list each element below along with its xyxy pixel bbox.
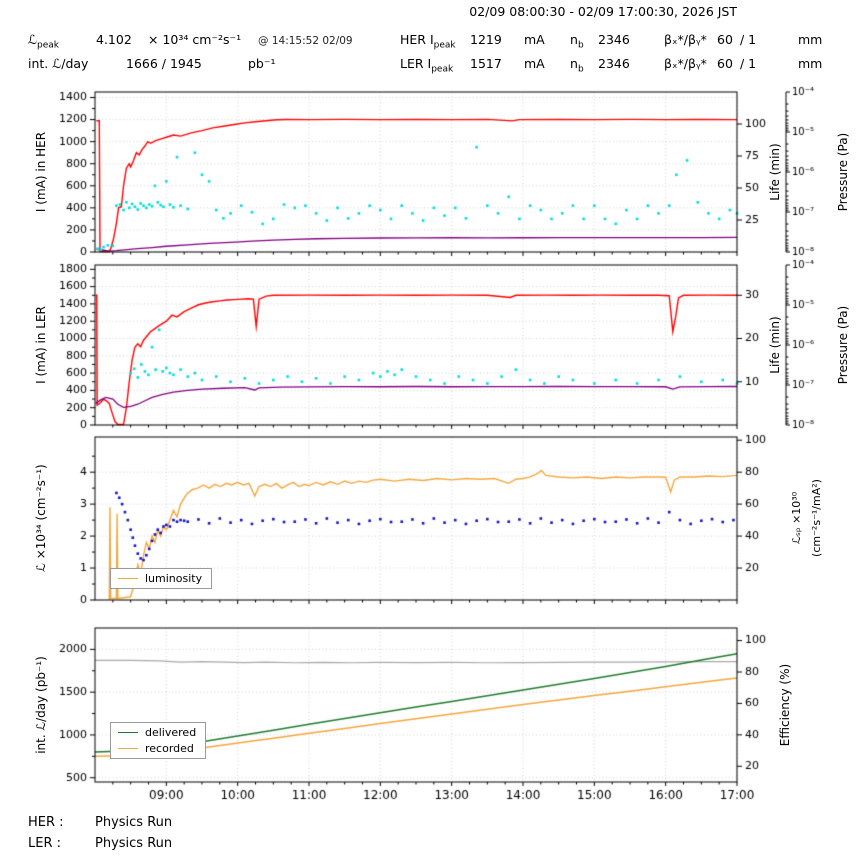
- ler-beta-value: 60: [717, 56, 733, 71]
- specific-lumi-axis-label-line1: ℒₛₚ ×10³⁰: [790, 491, 803, 545]
- ler-beta-label: βₓ*/βᵧ*: [664, 56, 707, 71]
- ler-ipeak-value: 1517: [470, 56, 502, 71]
- date-range-title: 02/09 08:00:30 - 02/09 17:00:30, 2026 JS…: [469, 4, 737, 19]
- ler-ring-label: LER I: [400, 56, 432, 71]
- her-ipeak-subscript: peak: [433, 40, 456, 51]
- her-nb-subscript: b: [577, 40, 584, 51]
- ler-nb-value: 2346: [598, 56, 630, 71]
- delivered-legend-label: delivered: [145, 726, 197, 739]
- intl-value: 1666 / 1945: [126, 56, 202, 71]
- ler-ipeak-units: mA: [524, 56, 545, 71]
- her-current-axis-label: I (mA) in HER: [34, 131, 48, 213]
- intl-label: int. ℒ/day: [28, 56, 89, 71]
- ler-ipeak-subscript: peak: [431, 64, 454, 75]
- recorded-line-swatch: [118, 748, 138, 749]
- her-beta-sep: / 1: [740, 32, 757, 47]
- ler-status-label: LER :: [28, 836, 62, 851]
- legend-item-luminosity: luminosity: [118, 572, 202, 585]
- luminosity-axis-label: ℒ ×10³⁴ (cm⁻²s⁻¹): [34, 464, 48, 572]
- recorded-legend-label: recorded: [145, 742, 194, 755]
- delivered-line-swatch: [118, 732, 138, 733]
- legend-item-delivered: delivered: [118, 726, 196, 739]
- integrated-lumi-legend: delivered recorded: [110, 722, 207, 759]
- her-beta-value: 60: [717, 32, 733, 47]
- ler-beta-sep: / 1: [740, 56, 757, 71]
- ler-status-value: Physics Run: [95, 836, 173, 851]
- lpeak-value: 4.102: [96, 32, 132, 47]
- lpeak-units: × 10³⁴ cm⁻²s⁻¹: [148, 32, 242, 47]
- legend-item-recorded: recorded: [118, 742, 196, 755]
- ler-ipeak-label: LER Ipeak: [400, 56, 453, 75]
- her-status-value: Physics Run: [95, 815, 173, 830]
- lpeak-subscript: peak: [37, 40, 59, 51]
- intl-units: pb⁻¹: [248, 56, 276, 71]
- her-ring-label: HER I: [400, 32, 434, 47]
- luminosity-legend: luminosity: [110, 568, 213, 589]
- her-nb-label: nb: [570, 32, 584, 51]
- lpeak-symbol: ℒ: [28, 32, 38, 47]
- ler-nb-subscript: b: [577, 64, 584, 75]
- her-beta-label: βₓ*/βᵧ*: [664, 32, 707, 47]
- specific-lumi-axis-label-line2: (cm⁻²s⁻¹/mA²): [810, 479, 823, 557]
- her-nb-value: 2346: [598, 32, 630, 47]
- ler-pressure-axis-label: Pressure (Pa): [836, 305, 850, 385]
- efficiency-axis-label: Efficiency (%): [778, 663, 792, 747]
- her-ipeak-value: 1219: [470, 32, 502, 47]
- her-pressure-axis-label: Pressure (Pa): [836, 132, 850, 212]
- ler-beta-units: mm: [798, 56, 823, 71]
- lpeak-timestamp: @ 14:15:52 02/09: [258, 35, 353, 47]
- her-life-axis-label: Life (min): [768, 143, 782, 201]
- integrated-lumi-axis-label: int. ℒ/day (pb⁻¹): [34, 656, 48, 754]
- ler-life-axis-label: Life (min): [768, 316, 782, 374]
- ler-current-axis-label: I (mA) in LER: [34, 306, 48, 384]
- her-ipeak-units: mA: [524, 32, 545, 47]
- her-beta-units: mm: [798, 32, 823, 47]
- luminosity-line-swatch: [118, 578, 138, 579]
- lpeak-label: ℒpeak: [28, 32, 59, 51]
- ler-nb-label: nb: [570, 56, 584, 75]
- her-status-label: HER :: [28, 815, 64, 830]
- luminosity-legend-label: luminosity: [145, 572, 203, 585]
- her-nb-base: n: [570, 32, 578, 47]
- ler-nb-base: n: [570, 56, 578, 71]
- her-ipeak-label: HER Ipeak: [400, 32, 456, 51]
